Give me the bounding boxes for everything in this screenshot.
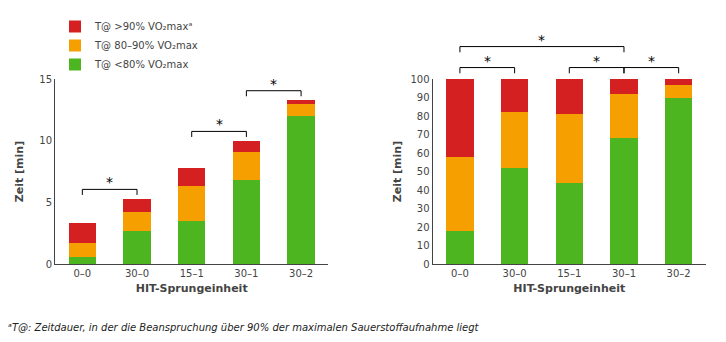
svg-text:50: 50	[417, 166, 430, 177]
svg-text:70: 70	[417, 129, 430, 140]
svg-text:90: 90	[417, 92, 430, 103]
svg-text:*: *	[484, 53, 491, 69]
svg-text:0–0: 0–0	[451, 268, 469, 279]
svg-text:T@ >90% VO₂maxᵃ: T@ >90% VO₂maxᵃ	[94, 21, 192, 32]
svg-text:30–2: 30–2	[289, 268, 313, 279]
svg-text:HIT-Sprungeinheit: HIT-Sprungeinheit	[513, 282, 625, 295]
svg-text:15: 15	[39, 74, 52, 85]
svg-text:10: 10	[417, 240, 430, 251]
svg-text:0–0: 0–0	[73, 268, 91, 279]
svg-text:ᵃT@: Zeitdauer, in der die Bea: ᵃT@: Zeitdauer, in der die Beanspruchung…	[8, 322, 480, 333]
svg-text:15–1: 15–1	[557, 268, 581, 279]
svg-text:30–1: 30–1	[612, 268, 636, 279]
svg-text:0: 0	[46, 259, 52, 270]
svg-text:Zeit [min]: Zeit [min]	[13, 141, 26, 202]
svg-text:HIT-Sprungeinheit: HIT-Sprungeinheit	[136, 282, 248, 295]
svg-text:*: *	[216, 116, 223, 132]
svg-text:*: *	[106, 174, 113, 190]
svg-text:T@ <80% VO₂max: T@ <80% VO₂max	[94, 59, 188, 70]
svg-text:15–1: 15–1	[180, 268, 204, 279]
svg-text:30–1: 30–1	[234, 268, 258, 279]
svg-text:20: 20	[417, 222, 430, 233]
svg-text:30–0: 30–0	[125, 268, 149, 279]
svg-text:5: 5	[46, 197, 52, 208]
svg-text:30–2: 30–2	[667, 268, 691, 279]
svg-text:*: *	[648, 53, 655, 69]
svg-text:T@ 80–90% VO₂max: T@ 80–90% VO₂max	[94, 40, 198, 51]
svg-text:100: 100	[410, 74, 429, 85]
svg-text:*: *	[538, 32, 545, 48]
svg-text:40: 40	[417, 185, 430, 196]
svg-text:60: 60	[417, 148, 430, 159]
svg-text:80: 80	[417, 111, 430, 122]
svg-text:Zeit [min]: Zeit [min]	[391, 141, 404, 202]
svg-text:*: *	[270, 76, 277, 92]
svg-text:0: 0	[423, 259, 429, 270]
svg-text:30: 30	[417, 203, 430, 214]
svg-text:10: 10	[39, 135, 52, 146]
svg-text:30–0: 30–0	[503, 268, 527, 279]
svg-text:*: *	[593, 53, 600, 69]
